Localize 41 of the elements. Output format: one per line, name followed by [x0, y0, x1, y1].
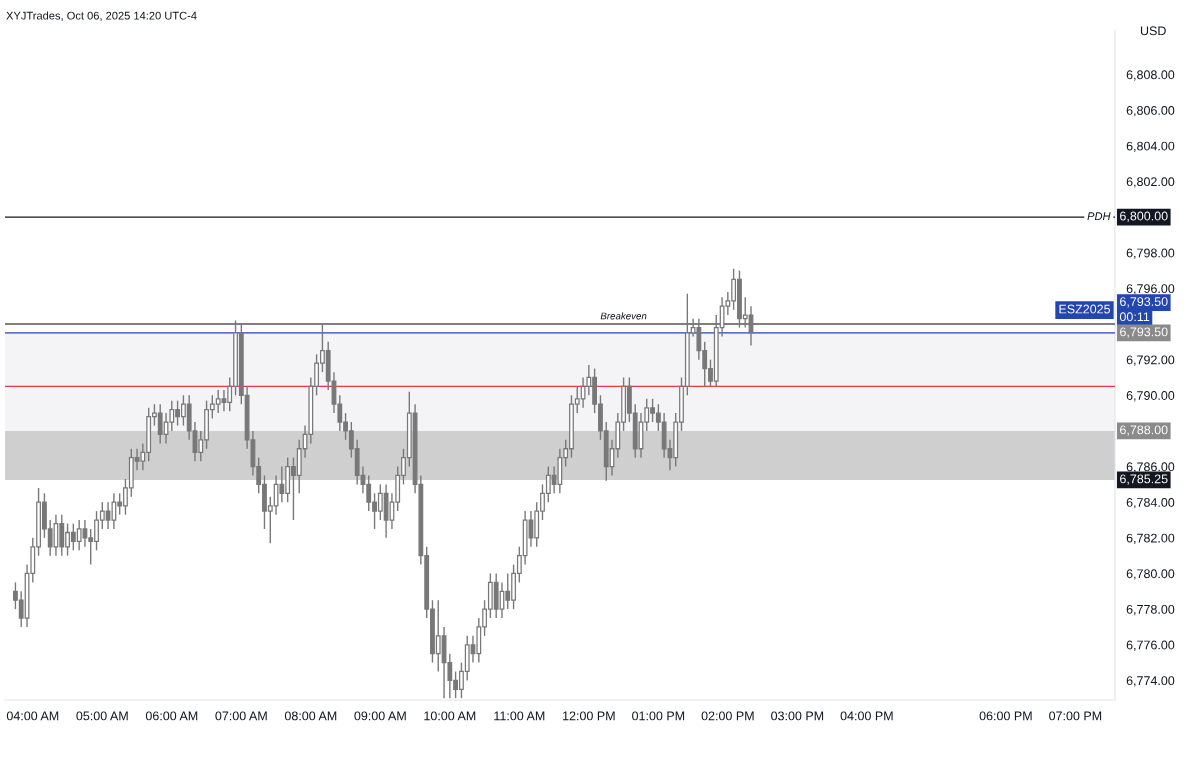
legend-label: ESZ2025 — [1059, 304, 1111, 314]
y-tick-label: 6,778.00 — [1126, 604, 1175, 616]
x-tick-label: 07:00 AM — [215, 711, 267, 721]
x-tick-label: 08:00 AM — [284, 711, 337, 721]
y-tick-label: 6,792.00 — [1126, 355, 1175, 366]
text: 00:11 — [1119, 312, 1150, 322]
y-tick-label: 6,786.00 — [1126, 462, 1175, 473]
x-tick-label: 06:00 AM — [145, 711, 198, 721]
y-tick-label: 6,782.00 — [1126, 533, 1175, 544]
ref-line-label: PDH — [1087, 212, 1111, 220]
text: 6,793.50 — [1120, 297, 1168, 308]
x-tick-label: 04:00 PM — [840, 711, 893, 721]
text: 6,785.25 — [1120, 474, 1168, 485]
y-tick-label: 6,806.00 — [1126, 105, 1175, 117]
x-tick-label: 04:00 AM — [6, 711, 59, 721]
chart-title: XYJTrades, Oct 06, 2025 14:20 UTC-4 — [6, 11, 197, 21]
y-tick-label: 6,780.00 — [1126, 569, 1175, 580]
y-tick-label: 6,798.00 — [1126, 248, 1175, 259]
x-tick-label: 07:00 PM — [1049, 711, 1102, 721]
x-tick-label: 02:00 PM — [701, 711, 754, 721]
y-tick-label: 6,804.00 — [1126, 141, 1175, 152]
x-tick-label: 12:00 PM — [563, 711, 615, 721]
y-tick-label: 6,790.00 — [1126, 391, 1175, 402]
y-tick-label: 6,808.00 — [1126, 70, 1175, 81]
text: 6,800.00 — [1120, 211, 1168, 222]
x-tick-label: 05:00 AM — [76, 711, 128, 721]
x-tick-label: 06:00 PM — [979, 711, 1032, 721]
y-tick-label: 6,802.00 — [1126, 177, 1175, 188]
text: 6,788.00 — [1120, 425, 1168, 436]
x-tick-label: 03:00 PM — [771, 711, 824, 721]
x-tick-label: 11:00 AM — [494, 711, 545, 721]
y-tick-label: 6,796.00 — [1126, 284, 1175, 295]
x-tick-label: 09:00 AM — [354, 711, 406, 721]
y-tick-label: 6,784.00 — [1126, 498, 1175, 509]
x-tick-label: 10:00 AM — [424, 711, 476, 721]
x-tick-label: 01:00 PM — [632, 711, 685, 721]
y-tick-label: 6,774.00 — [1126, 676, 1175, 687]
annotation: Breakeven — [600, 312, 647, 320]
y-axis-title: USD — [1140, 26, 1166, 36]
text: 6,793.50 — [1120, 327, 1168, 338]
y-tick-label: 6,776.00 — [1126, 640, 1175, 651]
